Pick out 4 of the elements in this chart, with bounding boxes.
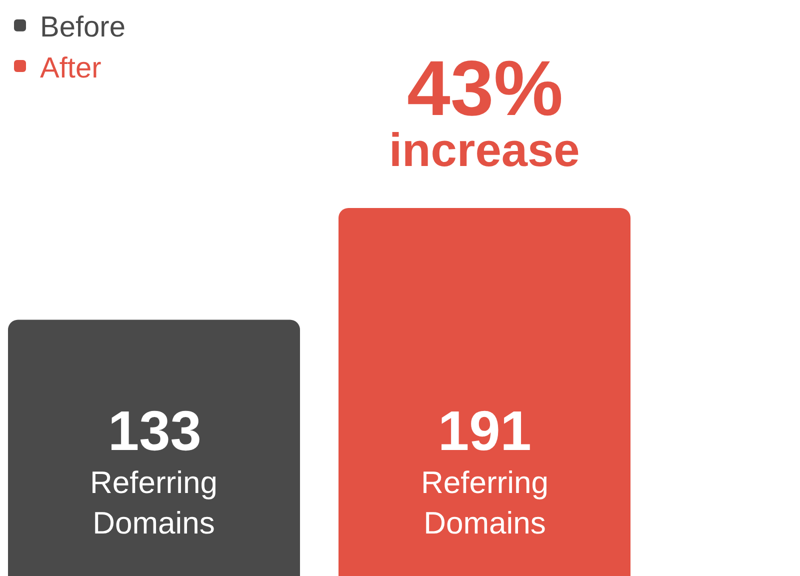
legend-label: Before (40, 12, 126, 44)
data-label: 191 Referring Domains (421, 399, 548, 540)
data-label: 133 Referring Domains (90, 399, 218, 540)
legend-label: After (40, 52, 102, 84)
